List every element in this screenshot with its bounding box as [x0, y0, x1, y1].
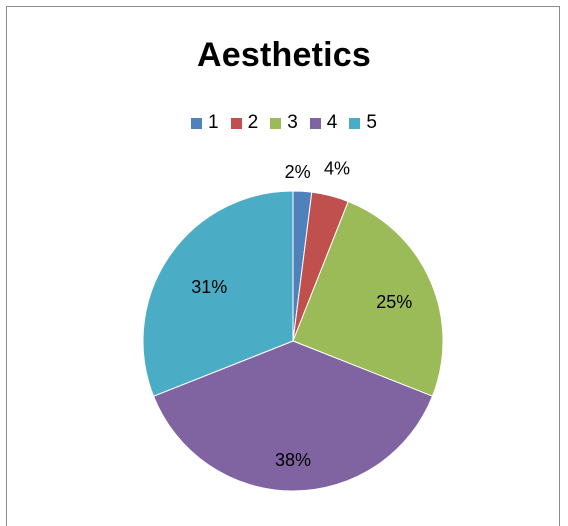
- chart-legend: 1 2 3 4 5: [0, 112, 568, 134]
- legend-label-4: 4: [326, 112, 338, 133]
- pie-slice-3: [292, 200, 444, 397]
- legend-swatch-3: [270, 117, 282, 129]
- legend-label-1: 1: [208, 112, 219, 133]
- pie-label-3: 25%: [376, 292, 412, 312]
- pie-chart: 2% 4% 25% 38% 31%: [142, 158, 444, 492]
- pie-label-1: 2%: [285, 162, 311, 182]
- legend-item-1: 1: [191, 112, 219, 134]
- pie-label-5: 31%: [191, 277, 227, 297]
- legend-item-3: 3: [270, 112, 298, 134]
- chart-title: Aesthetics: [197, 36, 371, 74]
- legend-swatch-1: [191, 117, 203, 129]
- pie-slices: [142, 190, 444, 492]
- pie-slice-labels: 2% 4% 25% 38% 31%: [191, 158, 412, 469]
- pie-label-4: 38%: [275, 450, 311, 470]
- legend-item-2: 2: [230, 112, 259, 134]
- legend-swatch-5: [349, 117, 361, 129]
- legend-swatch-2: [230, 117, 242, 129]
- pie-label-2: 4%: [324, 158, 350, 178]
- legend-label-5: 5: [366, 112, 377, 133]
- legend-label-2: 2: [247, 112, 259, 133]
- legend-item-5: 5: [349, 112, 377, 134]
- pie-slice-4: [152, 340, 434, 492]
- legend-swatch-4: [309, 117, 321, 129]
- legend-label-3: 3: [287, 112, 298, 133]
- legend-item-4: 4: [309, 112, 338, 134]
- pie-slice-5: [142, 190, 294, 397]
